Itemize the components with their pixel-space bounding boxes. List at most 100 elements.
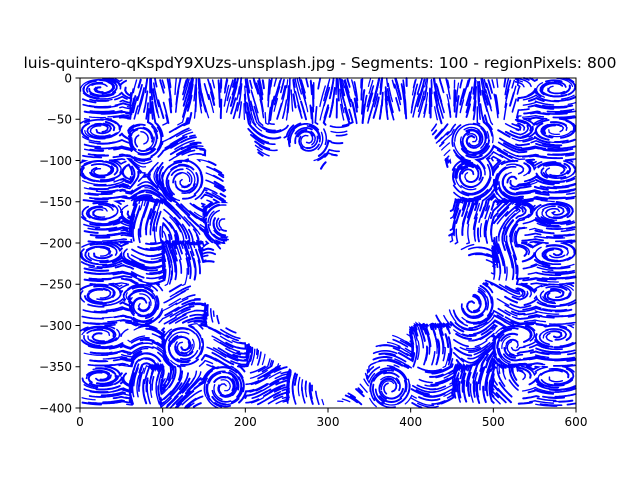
- streamline-1513: [451, 159, 463, 171]
- streamline-139: [100, 132, 117, 138]
- streamline-1545: [461, 131, 471, 151]
- streamline-1531: [459, 346, 482, 352]
- streamline-2005: [524, 325, 536, 342]
- streamline-1170: [303, 123, 320, 131]
- streamline-591: [164, 306, 180, 317]
- streamline-564: [157, 99, 165, 120]
- streamline-1201: [341, 79, 345, 89]
- streamline-890: [213, 180, 225, 189]
- streamline-2130: [548, 220, 572, 225]
- streamline-40: [79, 80, 89, 92]
- streamline-2070: [541, 142, 563, 147]
- streamline-2009: [528, 362, 546, 366]
- streamline-855: [200, 92, 207, 113]
- streamline-1904: [513, 259, 517, 275]
- streamline-125: [95, 374, 112, 382]
- streamline-311: [108, 77, 128, 88]
- y-tick-label-350: −350: [39, 360, 72, 374]
- streamline-1675: [483, 219, 488, 238]
- streamline-2270: [565, 239, 576, 243]
- streamline-931: [220, 228, 228, 232]
- streamline-2115: [540, 123, 553, 139]
- streamline-1366: [423, 92, 429, 115]
- streamline-1504: [459, 79, 463, 89]
- streamline-1897: [515, 205, 527, 220]
- streamline-19: [83, 223, 101, 229]
- streamline-156: [102, 260, 122, 267]
- streamline-1833: [497, 371, 506, 387]
- streamline-1819: [504, 285, 519, 293]
- streamline-1656: [483, 78, 488, 89]
- streamline-1221: [351, 101, 358, 125]
- streamline-1256: [371, 383, 384, 406]
- streamline-1219: [353, 97, 358, 113]
- streamline-1142: [300, 88, 309, 113]
- streamline-1267: [366, 366, 381, 380]
- streamline-589: [153, 280, 164, 292]
- streamline-1999: [522, 285, 532, 298]
- streamline-1074: [267, 395, 284, 405]
- streamline-1173: [317, 131, 324, 151]
- streamline-1041: [257, 80, 264, 101]
- streamline-318: [113, 158, 127, 165]
- streamline-1172: [308, 124, 321, 143]
- streamline-238: [98, 203, 114, 211]
- streamline-91: [86, 123, 97, 138]
- streamline-2200: [545, 79, 563, 83]
- streamline-1600: [473, 216, 478, 242]
- streamline-1078: [273, 85, 281, 106]
- streamline-1109: [285, 106, 289, 121]
- streamline-1280: [387, 358, 401, 364]
- streamline-913: [198, 369, 213, 385]
- streamline-1297: [380, 380, 395, 391]
- streamline-1162: [313, 152, 326, 162]
- streamline-1207: [341, 108, 354, 127]
- streamline-942: [208, 372, 222, 384]
- streamline-966: [229, 84, 238, 107]
- streamline-1394: [429, 385, 447, 391]
- streamline-843: [189, 325, 203, 344]
- streamline-1494: [453, 338, 470, 348]
- streamline-150: [101, 214, 116, 220]
- streamline-561: [155, 385, 160, 405]
- streamline-935: [216, 314, 220, 325]
- streamline-1313: [399, 379, 407, 399]
- streamline-1575: [465, 363, 476, 387]
- streamline-1915: [505, 339, 519, 350]
- streamline-898: [213, 229, 229, 238]
- streamline-1418: [438, 78, 445, 94]
- streamline-1110: [265, 124, 289, 134]
- streamline-927: [219, 197, 226, 202]
- streamline-168: [101, 342, 124, 350]
- streamline-1298: [385, 378, 398, 393]
- streamline-653: [175, 90, 180, 113]
- streamline-1646: [479, 328, 496, 341]
- streamline-1358: [418, 378, 433, 384]
- streamline-284: [119, 189, 134, 193]
- streamline-939: [217, 347, 239, 359]
- x-axis: 0 100 200 300 400 500 600: [76, 408, 587, 429]
- streamline-2258: [542, 162, 568, 169]
- streamline-2114: [535, 119, 550, 126]
- streamline-1362: [417, 402, 439, 408]
- streamline-525: [156, 126, 163, 151]
- streamline-1782: [498, 347, 511, 363]
- streamline-177: [91, 82, 108, 87]
- streamline-2129: [548, 216, 564, 220]
- streamline-626: [166, 240, 173, 255]
- streamline-526: [157, 142, 179, 158]
- streamline-202: [93, 283, 109, 287]
- streamline-1120: [290, 89, 294, 112]
- streamline-295: [118, 259, 136, 268]
- streamline-1795: [504, 88, 510, 109]
- streamline-1306: [397, 346, 413, 356]
- streamline-809: [187, 323, 198, 329]
- streamline-1534: [459, 363, 471, 380]
- streamline-1842: [511, 136, 533, 142]
- streamline-1232: [349, 395, 363, 406]
- streamline-923: [219, 98, 223, 120]
- streamline-1525: [460, 243, 475, 251]
- streamline-1612: [472, 355, 485, 379]
- streamline-2289: [553, 367, 570, 379]
- streamline-2203: [560, 94, 575, 100]
